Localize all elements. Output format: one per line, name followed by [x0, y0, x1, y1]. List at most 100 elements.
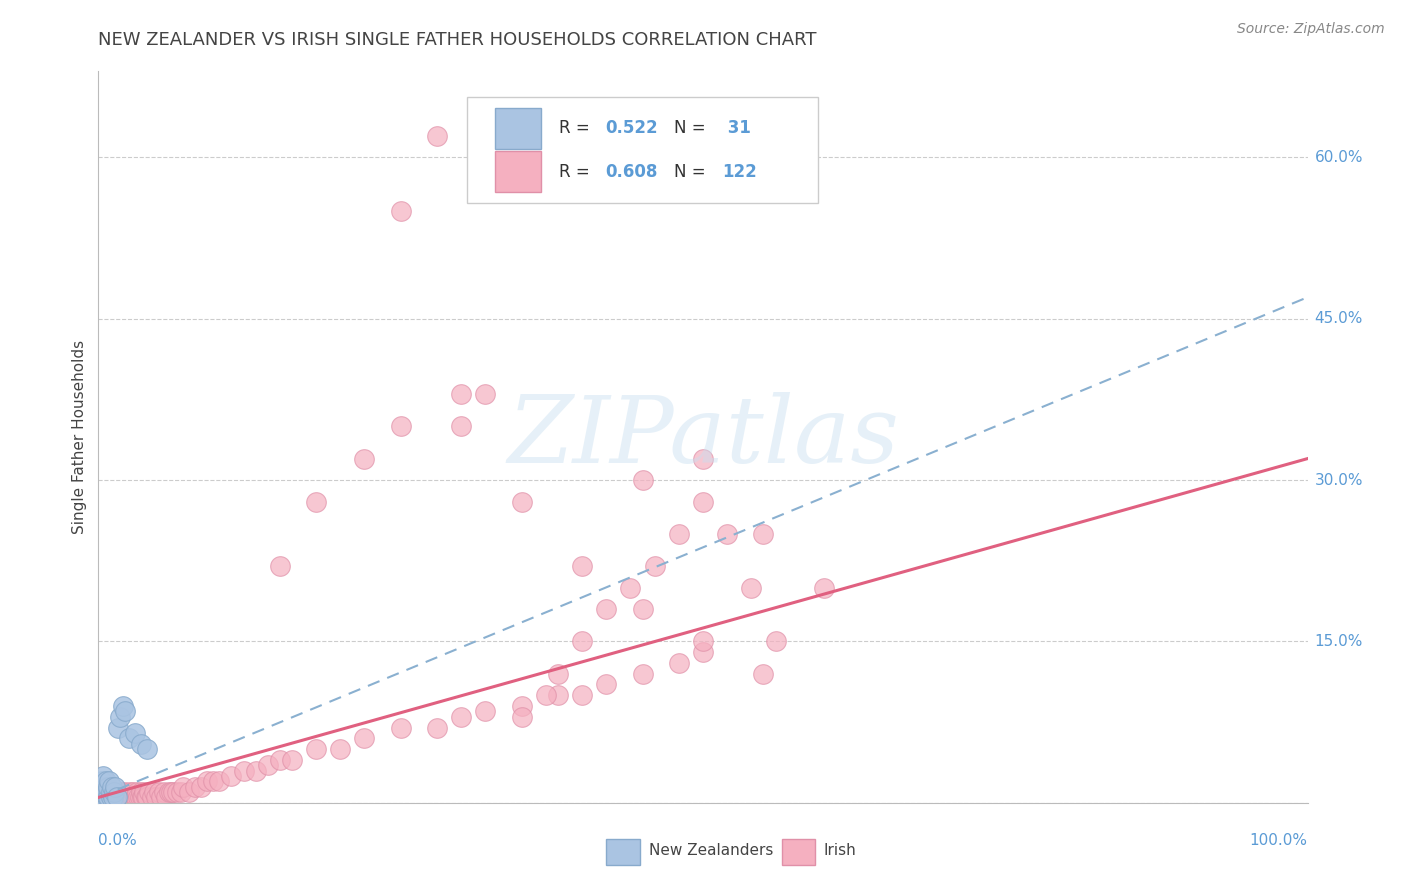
Point: [125, 790, 148, 805]
Point: [692, 451, 714, 466]
Point: [94, 785, 117, 799]
FancyBboxPatch shape: [495, 152, 541, 192]
Point: [108, 710, 131, 724]
Point: [91, 785, 114, 799]
Text: NEW ZEALANDER VS IRISH SINGLE FATHER HOUSEHOLDS CORRELATION CHART: NEW ZEALANDER VS IRISH SINGLE FATHER HOU…: [98, 31, 817, 49]
Text: 122: 122: [723, 162, 756, 180]
Point: [179, 785, 201, 799]
Point: [93, 790, 115, 805]
Point: [91, 785, 114, 799]
Point: [103, 785, 125, 799]
Text: 60.0%: 60.0%: [1315, 150, 1362, 165]
Point: [426, 128, 449, 143]
Point: [89, 790, 111, 805]
Point: [450, 710, 472, 724]
Point: [281, 753, 304, 767]
Text: 31: 31: [723, 120, 751, 137]
Y-axis label: Single Father Households: Single Father Households: [72, 340, 87, 534]
Point: [195, 774, 218, 789]
Point: [631, 602, 654, 616]
Point: [547, 666, 569, 681]
Point: [108, 790, 131, 805]
Text: 100.0%: 100.0%: [1250, 833, 1308, 848]
Point: [115, 790, 138, 805]
Point: [740, 581, 762, 595]
Point: [105, 790, 128, 805]
Point: [89, 780, 111, 794]
Point: [143, 785, 166, 799]
Point: [184, 780, 207, 794]
Point: [118, 731, 141, 746]
Point: [232, 764, 254, 778]
Point: [117, 790, 139, 805]
Point: [107, 785, 129, 799]
Point: [692, 634, 714, 648]
Text: 0.608: 0.608: [605, 162, 658, 180]
Text: 0.522: 0.522: [605, 120, 658, 137]
Point: [90, 780, 112, 794]
Point: [571, 634, 593, 648]
Text: R =: R =: [560, 120, 595, 137]
Point: [94, 774, 117, 789]
Text: ZIPatlas: ZIPatlas: [508, 392, 898, 482]
Point: [91, 785, 114, 799]
Point: [101, 790, 124, 805]
Point: [105, 790, 128, 805]
Point: [145, 790, 167, 805]
Point: [162, 785, 184, 799]
Point: [450, 419, 472, 434]
Point: [100, 790, 122, 805]
Point: [644, 559, 666, 574]
Point: [141, 790, 163, 805]
Point: [91, 769, 114, 783]
Text: Irish: Irish: [824, 843, 856, 858]
Point: [305, 742, 328, 756]
Point: [107, 721, 129, 735]
Point: [124, 726, 146, 740]
Point: [127, 790, 149, 805]
Point: [256, 758, 278, 772]
Point: [510, 494, 533, 508]
Point: [128, 790, 150, 805]
Point: [389, 419, 412, 434]
Point: [111, 790, 134, 805]
Point: [91, 790, 114, 805]
Point: [90, 780, 112, 794]
Text: Source: ZipAtlas.com: Source: ZipAtlas.com: [1237, 22, 1385, 37]
Point: [169, 785, 191, 799]
Point: [127, 785, 149, 799]
Point: [89, 785, 111, 799]
Point: [631, 473, 654, 487]
Point: [122, 785, 145, 799]
Point: [96, 790, 118, 805]
Point: [90, 785, 112, 799]
Point: [135, 790, 157, 805]
Point: [91, 790, 114, 805]
Point: [96, 785, 118, 799]
Point: [813, 581, 835, 595]
Point: [138, 785, 160, 799]
Text: N =: N =: [673, 120, 711, 137]
Text: 15.0%: 15.0%: [1315, 634, 1362, 649]
Point: [595, 677, 617, 691]
Point: [534, 688, 557, 702]
Point: [389, 204, 412, 219]
Point: [91, 780, 114, 794]
Point: [90, 790, 112, 805]
Point: [190, 780, 212, 794]
Point: [134, 785, 156, 799]
Point: [221, 769, 243, 783]
Point: [104, 790, 127, 805]
Point: [692, 494, 714, 508]
Point: [91, 790, 114, 805]
Point: [124, 790, 146, 805]
Point: [474, 387, 496, 401]
Point: [329, 742, 352, 756]
Point: [474, 705, 496, 719]
FancyBboxPatch shape: [467, 97, 818, 203]
Point: [619, 581, 641, 595]
Point: [571, 559, 593, 574]
Point: [595, 602, 617, 616]
Point: [305, 494, 328, 508]
Point: [97, 790, 120, 805]
